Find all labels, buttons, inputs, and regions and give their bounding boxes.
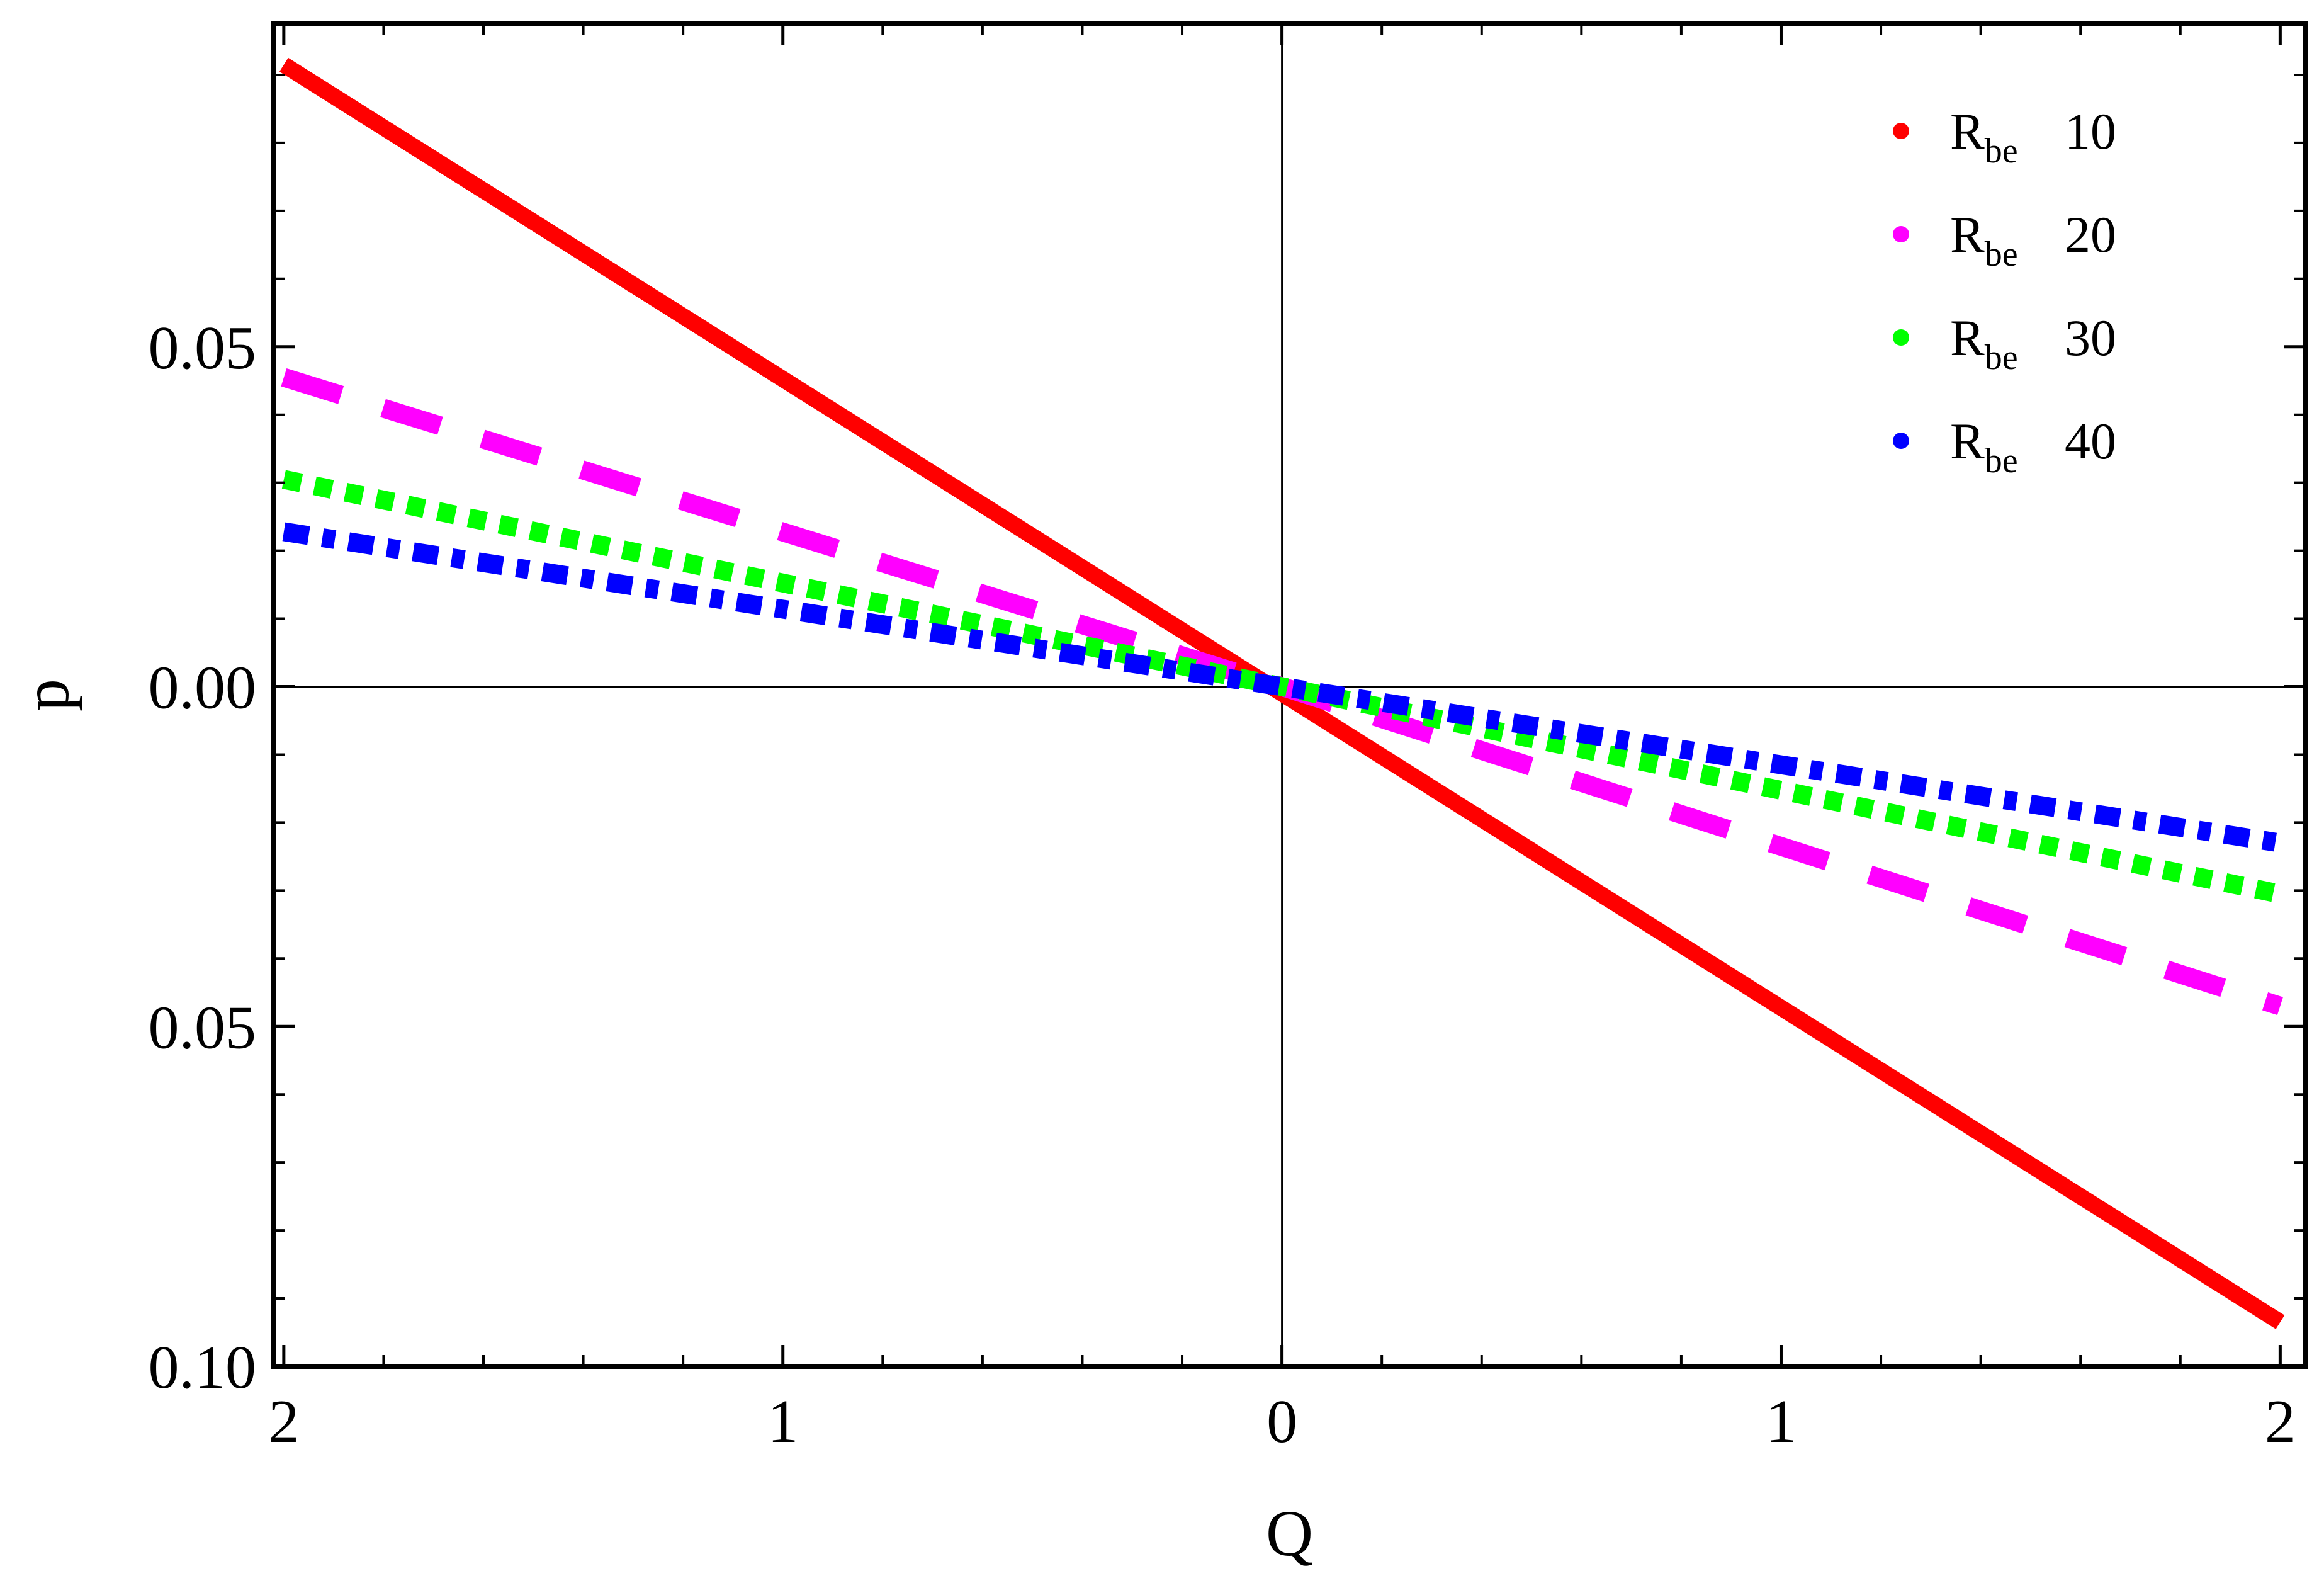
plot-frame-rect <box>271 21 2308 1369</box>
legend-label-subscript: be <box>1985 235 2018 274</box>
y-tick-label: 0.10 <box>149 1334 257 1402</box>
y-tick-label: 0.05 <box>149 314 257 382</box>
legend-label-10: Rbe <box>1950 103 2018 171</box>
plot-frame <box>271 21 2308 1369</box>
y-tick-label: 0.05 <box>149 994 257 1062</box>
x-tick-label: 0 <box>1266 1388 1297 1456</box>
tick-labels: 2 1 0 1 2 0.05 0.00 0.05 0.10 <box>149 314 2296 1456</box>
ticks <box>274 24 2305 1368</box>
legend-marker-10 <box>1893 123 1909 139</box>
legend-label-30: Rbe <box>1950 309 2018 377</box>
legend-value-20: 20 <box>2065 206 2116 263</box>
legend: Rbe 10 Rbe 20 Rbe 30 Rbe 40 <box>1893 103 2116 480</box>
legend-label-main: R <box>1950 309 1985 366</box>
legend-label-main: R <box>1950 206 1985 263</box>
legend-marker-20 <box>1893 226 1909 242</box>
y-axis-title: p <box>10 679 82 712</box>
x-tick-label: 2 <box>2265 1388 2296 1456</box>
legend-label-main: R <box>1950 103 1985 160</box>
series-layer <box>279 57 2285 1329</box>
legend-label-subscript: be <box>1985 441 2018 480</box>
legend-label-subscript: be <box>1985 132 2018 171</box>
legend-value-10: 10 <box>2065 103 2116 160</box>
legend-label-subscript: be <box>1985 338 2018 377</box>
series-line-40 <box>282 522 2282 853</box>
legend-label-40: Rbe <box>1950 412 2018 480</box>
legend-label-main: R <box>1950 412 1985 470</box>
x-tick-label: 1 <box>1766 1388 1797 1456</box>
legend-label-20: Rbe <box>1950 206 2018 274</box>
legend-value-40: 40 <box>2065 412 2116 470</box>
legend-value-30: 30 <box>2065 309 2116 366</box>
legend-marker-30 <box>1893 329 1909 346</box>
x-axis-title: Q <box>1266 1497 1313 1570</box>
x-tick-label: 1 <box>767 1388 798 1456</box>
series-line-30 <box>281 470 2282 904</box>
x-tick-label: 2 <box>268 1388 299 1456</box>
legend-marker-40 <box>1893 433 1909 449</box>
y-tick-label: 0.00 <box>149 654 257 722</box>
